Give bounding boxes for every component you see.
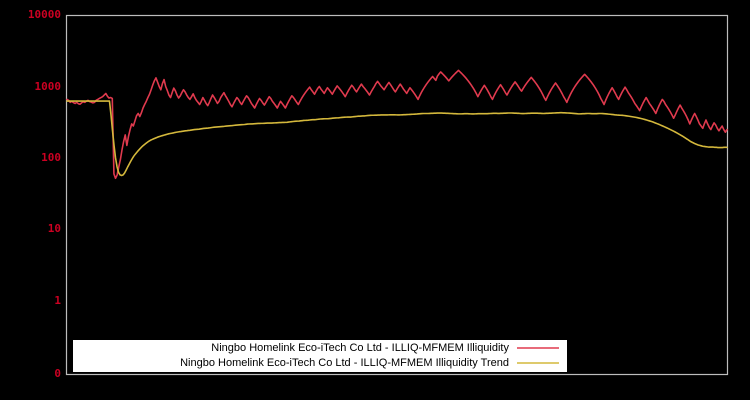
chart-legend: Ningbo Homelink Eco-iTech Co Ltd - ILLIQ…	[73, 340, 567, 372]
y-tick-label: 1	[54, 294, 61, 307]
y-tick-label: 100	[41, 151, 61, 164]
series-lines	[66, 69, 728, 180]
legend-label: Ningbo Homelink Eco-iTech Co Ltd - ILLIQ…	[180, 357, 509, 369]
y-tick-label: 10	[48, 222, 61, 235]
y-tick-label: 10000	[28, 8, 61, 21]
series-illiquidity-trend	[66, 100, 728, 177]
y-tick-label: 0	[54, 367, 61, 380]
plot-frame	[65, 14, 729, 376]
series-illiquidity	[66, 69, 728, 180]
legend-background	[73, 340, 567, 372]
legend-label: Ningbo Homelink Eco-iTech Co Ltd - ILLIQ…	[211, 342, 509, 354]
y-tick-label: 1000	[35, 80, 62, 93]
